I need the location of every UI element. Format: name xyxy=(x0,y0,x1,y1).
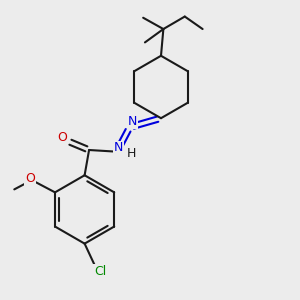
Text: O: O xyxy=(57,131,67,144)
Text: N: N xyxy=(128,115,137,128)
Text: O: O xyxy=(25,172,35,185)
Text: N: N xyxy=(114,141,124,154)
Text: H: H xyxy=(127,147,136,161)
Text: Cl: Cl xyxy=(94,265,106,278)
